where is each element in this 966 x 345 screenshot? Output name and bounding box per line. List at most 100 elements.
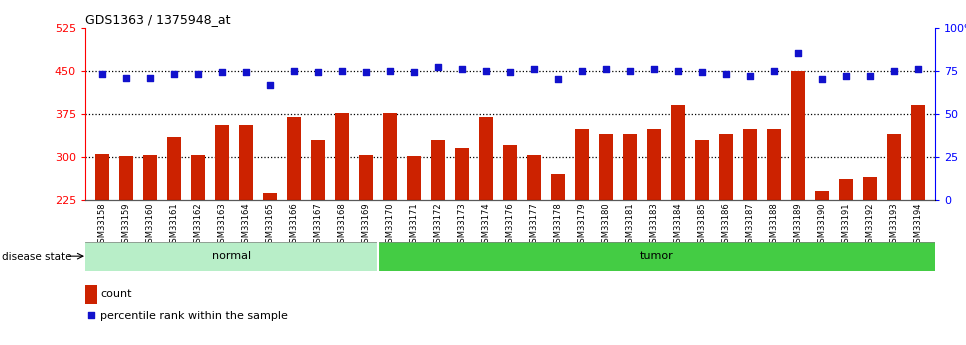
Bar bbox=[378, 241, 935, 271]
Bar bbox=[190, 155, 205, 200]
Point bbox=[334, 68, 350, 73]
Point bbox=[94, 71, 109, 77]
Text: GSM33186: GSM33186 bbox=[722, 202, 730, 248]
Text: normal: normal bbox=[212, 251, 251, 261]
Bar bbox=[335, 113, 349, 200]
Text: GSM33180: GSM33180 bbox=[602, 202, 611, 248]
Bar bbox=[479, 117, 494, 200]
Point bbox=[262, 82, 277, 87]
Bar bbox=[671, 105, 685, 200]
Bar bbox=[167, 137, 181, 200]
Text: GSM33191: GSM33191 bbox=[841, 202, 851, 248]
Text: GSM33158: GSM33158 bbox=[98, 202, 106, 248]
Bar bbox=[815, 191, 830, 200]
Bar bbox=[911, 105, 925, 200]
Bar bbox=[95, 154, 109, 200]
Bar bbox=[287, 117, 301, 200]
Text: GSM33192: GSM33192 bbox=[866, 202, 875, 248]
Text: GSM33172: GSM33172 bbox=[434, 202, 442, 248]
Text: GSM33174: GSM33174 bbox=[481, 202, 491, 248]
Point bbox=[575, 68, 590, 73]
Point bbox=[719, 71, 734, 77]
Point bbox=[83, 312, 99, 317]
Text: GSM33165: GSM33165 bbox=[266, 202, 274, 248]
Point bbox=[358, 70, 374, 75]
Point bbox=[190, 71, 206, 77]
Bar bbox=[743, 129, 757, 200]
Bar bbox=[887, 134, 901, 200]
Point bbox=[454, 66, 469, 72]
Point bbox=[863, 73, 878, 79]
Point bbox=[214, 70, 230, 75]
Point bbox=[502, 70, 518, 75]
Bar bbox=[719, 134, 733, 200]
Text: GSM33190: GSM33190 bbox=[818, 202, 827, 248]
Bar bbox=[647, 129, 662, 200]
Bar bbox=[143, 155, 157, 200]
Point bbox=[670, 68, 686, 73]
Point bbox=[310, 70, 326, 75]
Text: GSM33169: GSM33169 bbox=[361, 202, 371, 248]
Text: GSM33167: GSM33167 bbox=[313, 202, 323, 248]
Point bbox=[551, 77, 566, 82]
Point bbox=[598, 66, 613, 72]
Point bbox=[695, 70, 710, 75]
Text: GSM33166: GSM33166 bbox=[290, 202, 298, 248]
Point bbox=[430, 65, 445, 70]
Text: GSM33173: GSM33173 bbox=[458, 202, 467, 248]
Point bbox=[743, 73, 758, 79]
Bar bbox=[214, 125, 229, 200]
Text: GSM33189: GSM33189 bbox=[794, 202, 803, 248]
Text: GSM33178: GSM33178 bbox=[554, 202, 562, 248]
Text: GSM33162: GSM33162 bbox=[193, 202, 202, 248]
Point bbox=[814, 77, 830, 82]
Text: GSM33160: GSM33160 bbox=[145, 202, 155, 248]
Bar bbox=[575, 129, 589, 200]
Bar bbox=[551, 174, 565, 200]
Text: GSM33164: GSM33164 bbox=[242, 202, 250, 248]
Bar bbox=[599, 134, 613, 200]
Point bbox=[166, 71, 182, 77]
Text: disease state: disease state bbox=[2, 252, 71, 262]
Bar bbox=[791, 71, 806, 200]
Text: GSM33184: GSM33184 bbox=[673, 202, 683, 248]
Bar bbox=[695, 140, 709, 200]
Text: GSM33185: GSM33185 bbox=[697, 202, 707, 248]
Text: GDS1363 / 1375948_at: GDS1363 / 1375948_at bbox=[85, 13, 231, 27]
Point bbox=[383, 68, 398, 73]
Bar bbox=[455, 148, 469, 200]
Bar bbox=[863, 177, 877, 200]
Text: GSM33159: GSM33159 bbox=[122, 202, 130, 248]
Bar bbox=[311, 140, 326, 200]
Bar bbox=[263, 193, 277, 200]
Bar bbox=[431, 140, 445, 200]
Point bbox=[887, 68, 902, 73]
Bar bbox=[503, 146, 517, 200]
Bar bbox=[839, 179, 853, 200]
Text: percentile rank within the sample: percentile rank within the sample bbox=[100, 311, 288, 321]
Point bbox=[911, 66, 926, 72]
Point bbox=[118, 75, 133, 80]
Text: GSM33193: GSM33193 bbox=[890, 202, 898, 248]
Point bbox=[838, 73, 854, 79]
Point bbox=[286, 68, 301, 73]
Point bbox=[766, 68, 781, 73]
Text: GSM33170: GSM33170 bbox=[385, 202, 394, 248]
Bar bbox=[767, 129, 781, 200]
Text: GSM33183: GSM33183 bbox=[649, 202, 659, 248]
Bar bbox=[119, 156, 133, 200]
Text: GSM33161: GSM33161 bbox=[169, 202, 179, 248]
Bar bbox=[623, 134, 638, 200]
Bar bbox=[239, 125, 253, 200]
Text: GSM33179: GSM33179 bbox=[578, 202, 586, 248]
Point bbox=[142, 75, 157, 80]
Bar bbox=[358, 155, 373, 200]
Bar bbox=[85, 241, 378, 271]
Text: GSM33181: GSM33181 bbox=[626, 202, 635, 248]
Text: tumor: tumor bbox=[639, 251, 673, 261]
Text: GSM33163: GSM33163 bbox=[217, 202, 226, 248]
Text: GSM33177: GSM33177 bbox=[529, 202, 539, 248]
Bar bbox=[383, 113, 397, 200]
Point bbox=[526, 66, 542, 72]
Point bbox=[790, 51, 806, 56]
